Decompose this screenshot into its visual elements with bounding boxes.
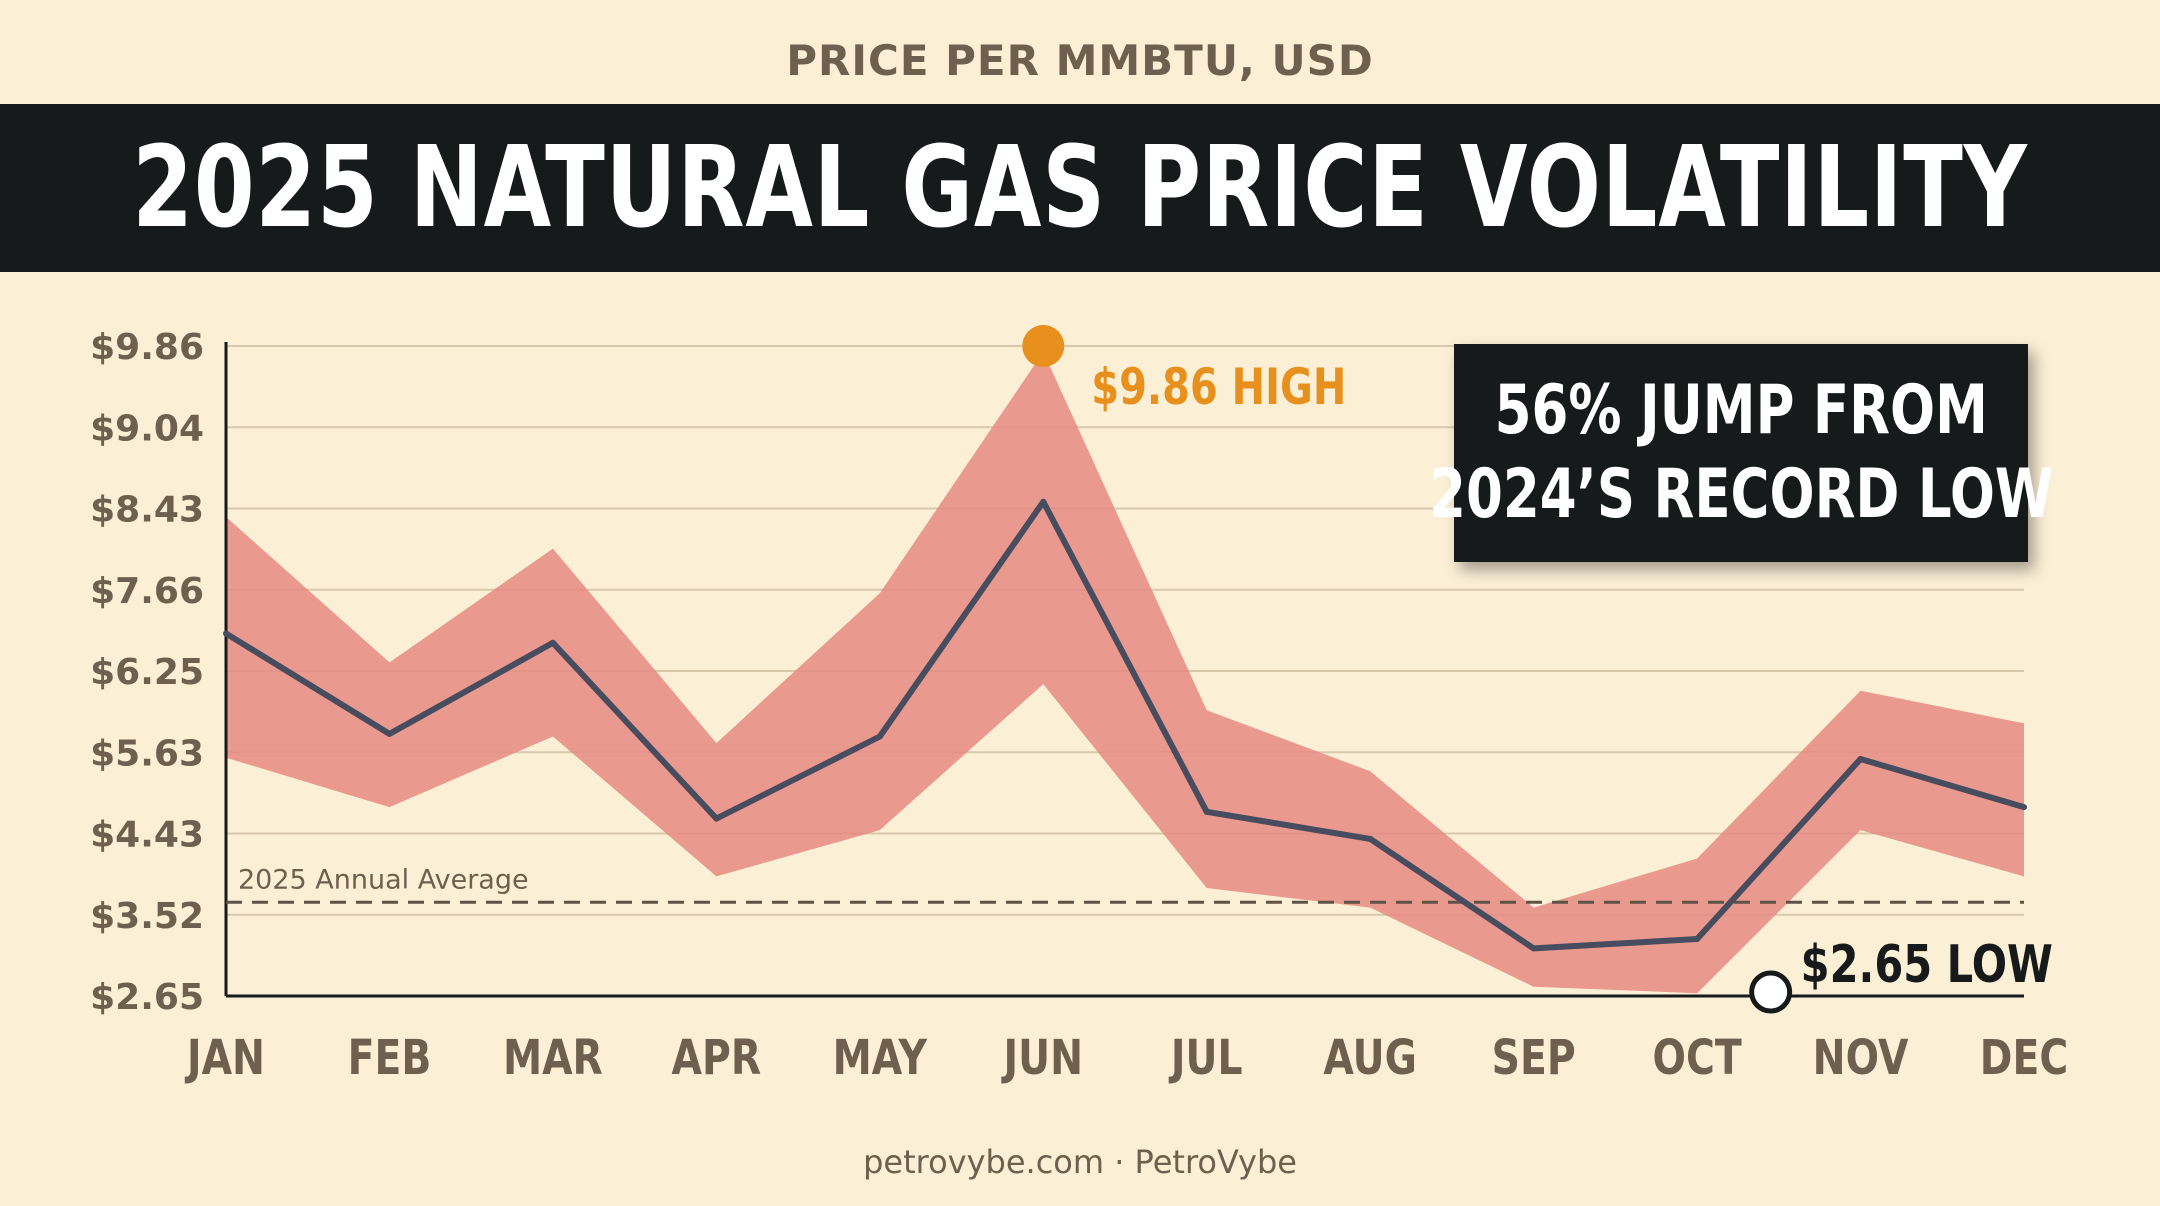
data-point: [2021, 804, 2027, 811]
data-point: [549, 639, 556, 646]
high-marker: [1022, 325, 1065, 367]
x-tick-label: DEC: [1980, 1030, 2068, 1086]
y-tick-label: $8.43: [90, 490, 204, 531]
callout-line-2: 2024’S RECORD LOW: [1428, 455, 2054, 534]
x-tick-label: AUG: [1323, 1030, 1416, 1086]
data-point: [223, 630, 229, 637]
x-tick-label: SEP: [1492, 1030, 1576, 1086]
y-tick-label: $2.65: [90, 977, 204, 1018]
y-tick-label: $6.25: [90, 652, 204, 693]
low-label: $2.65 LOW: [1801, 935, 2053, 996]
x-tick-label: JAN: [184, 1030, 265, 1086]
price-line: [224, 498, 2025, 952]
x-tick-label: FEB: [348, 1030, 432, 1086]
low-marker: [1749, 970, 1793, 1014]
y-tick-label: $3.52: [90, 896, 204, 937]
data-point: [1367, 835, 1374, 842]
x-tick-label: JUL: [1168, 1030, 1242, 1086]
data-point: [713, 815, 720, 822]
x-tick-label: NOV: [1813, 1030, 1909, 1086]
y-tick-label: $7.66: [90, 571, 204, 612]
title-bar: 2025 NATURAL GAS PRICE VOLATILITY: [0, 104, 2160, 272]
x-tick-label: APR: [672, 1030, 762, 1086]
chart-subtitle: PRICE PER MMBTU, USD: [786, 36, 1374, 85]
data-point: [1694, 936, 1701, 943]
x-tick-label: JUN: [1001, 1030, 1083, 1086]
callout-box: 56% JUMP FROM 2024’S RECORD LOW: [1429, 344, 2053, 562]
y-tick-label: $9.04: [90, 408, 204, 449]
chart-title: 2025 NATURAL GAS PRICE VOLATILITY: [132, 123, 2028, 253]
data-point: [1530, 945, 1537, 952]
data-point: [1857, 756, 1864, 763]
average-label: 2025 Annual Average: [238, 864, 529, 895]
y-tick-label: $4.43: [90, 815, 204, 856]
callout-line-1: 56% JUMP FROM: [1494, 371, 1988, 450]
data-point: [1040, 498, 1047, 505]
x-axis-ticks: JAN FEB MAR APR MAY JUN JUL AUG SEP OCT NOV DEC: [184, 1030, 2068, 1086]
y-axis-ticks: $2.65 $3.52 $4.43 $5.63 $6.25 $7.66 $8.43 $9.04…: [90, 327, 204, 1018]
range-band: [226, 351, 2024, 994]
x-tick-label: MAR: [503, 1030, 603, 1086]
y-tick-label: $5.63: [90, 733, 204, 774]
data-point: [1203, 808, 1210, 815]
x-tick-label: MAY: [833, 1030, 928, 1086]
data-point: [876, 733, 883, 740]
y-tick-label: $9.86: [90, 327, 204, 368]
data-point: [386, 730, 393, 737]
footer-credit: petrovybe.com · PetroVybe: [863, 1143, 1297, 1181]
high-label: $9.86 HIGH: [1091, 358, 1346, 417]
x-tick-label: OCT: [1653, 1030, 1742, 1086]
